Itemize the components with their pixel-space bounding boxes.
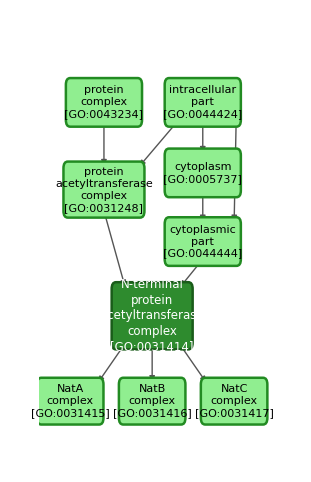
- FancyBboxPatch shape: [165, 78, 241, 127]
- FancyBboxPatch shape: [112, 282, 193, 349]
- Text: NatB
complex
[GO:0031416]: NatB complex [GO:0031416]: [113, 384, 192, 418]
- Text: cytoplasm
[GO:0005737]: cytoplasm [GO:0005737]: [163, 162, 242, 184]
- FancyBboxPatch shape: [165, 148, 241, 197]
- Text: protein
acetyltransferase
complex
[GO:0031248]: protein acetyltransferase complex [GO:00…: [55, 167, 153, 213]
- FancyBboxPatch shape: [66, 78, 142, 127]
- FancyBboxPatch shape: [37, 378, 104, 425]
- FancyBboxPatch shape: [201, 378, 267, 425]
- Text: NatC
complex
[GO:0031417]: NatC complex [GO:0031417]: [195, 384, 274, 418]
- FancyBboxPatch shape: [165, 217, 241, 266]
- Text: protein
complex
[GO:0043234]: protein complex [GO:0043234]: [64, 85, 143, 120]
- Text: N-terminal
protein
acetyltransferase
complex
[GO:0031414]: N-terminal protein acetyltransferase com…: [100, 278, 204, 353]
- Text: intracellular
part
[GO:0044424]: intracellular part [GO:0044424]: [163, 85, 242, 120]
- Text: NatA
complex
[GO:0031415]: NatA complex [GO:0031415]: [31, 384, 109, 418]
- Text: cytoplasmic
part
[GO:0044444]: cytoplasmic part [GO:0044444]: [163, 225, 242, 258]
- FancyBboxPatch shape: [63, 161, 144, 217]
- FancyBboxPatch shape: [119, 378, 185, 425]
